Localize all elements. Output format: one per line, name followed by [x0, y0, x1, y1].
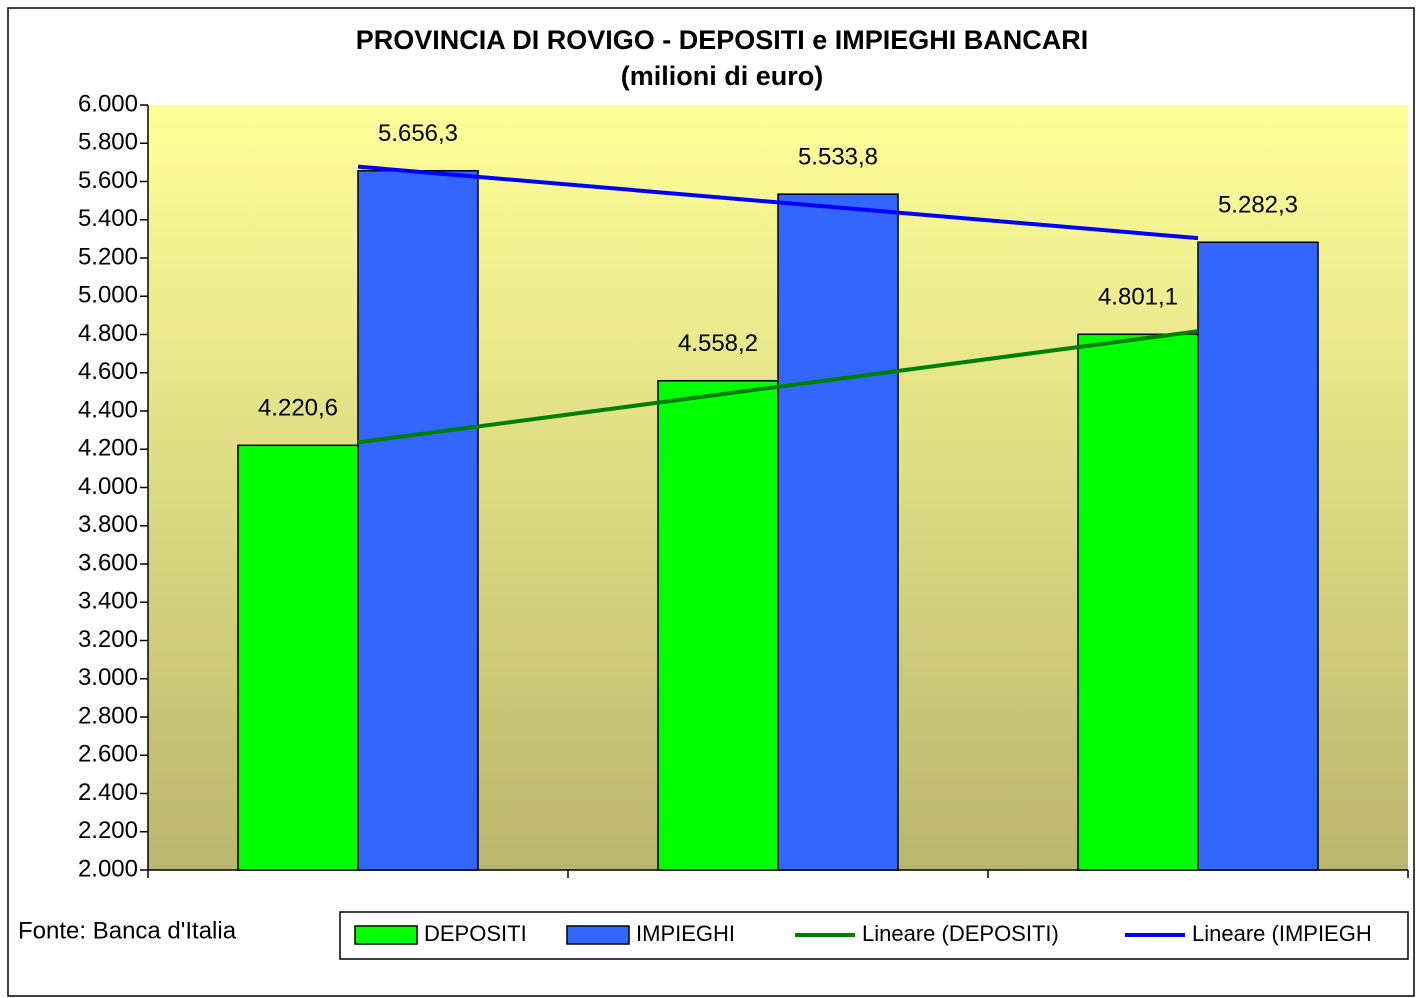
- chart-subtitle: (milioni di euro): [621, 61, 824, 91]
- bar: [357, 169, 479, 871]
- y-tick-label: 2.400: [78, 779, 138, 806]
- legend-swatch: [566, 925, 630, 945]
- y-tick-label: 3.800: [78, 511, 138, 538]
- value-label: 4.558,2: [678, 330, 758, 357]
- y-tick-label: 3.600: [78, 549, 138, 576]
- y-tick-label: 5.000: [78, 282, 138, 309]
- y-tick-label: 2.800: [78, 702, 138, 729]
- y-tick-label: 6.000: [78, 90, 138, 117]
- y-tick-label: 2.200: [78, 817, 138, 844]
- y-tick-label: 3.200: [78, 626, 138, 653]
- y-tick-label: 2.000: [78, 855, 138, 882]
- trend-line: [357, 329, 1199, 445]
- y-tick-label: 5.200: [78, 243, 138, 270]
- y-tick-label: 4.200: [78, 435, 138, 462]
- bar: [1197, 241, 1319, 871]
- chart-title: PROVINCIA DI ROVIGO - DEPOSITI e IMPIEGH…: [356, 25, 1089, 55]
- value-label: 4.220,6: [258, 395, 338, 422]
- y-tick-label: 4.000: [78, 473, 138, 500]
- plot: 2.000 2.200 2.400 2.600 2.800 3.000 3.200 3.400…: [78, 90, 1409, 882]
- y-tick-label: 4.600: [78, 358, 138, 385]
- y-tick-label: 4.400: [78, 396, 138, 423]
- legend-label: Lineare (IMPIEGH: [1192, 921, 1372, 946]
- bar: [1077, 333, 1199, 871]
- y-tick-label: 2.600: [78, 741, 138, 768]
- y-tick-label: 5.400: [78, 205, 138, 232]
- legend-box: [339, 911, 1409, 960]
- value-label: 5.282,3: [1218, 192, 1298, 219]
- bar: [237, 444, 359, 871]
- legend-label: DEPOSITI: [424, 921, 527, 946]
- value-label: 5.533,8: [798, 144, 878, 171]
- trend-line: [357, 164, 1199, 241]
- legend: DEPOSITI IMPIEGHI Lineare (DEPOSITI) Linear…: [339, 911, 1409, 960]
- value-label: 4.801,1: [1098, 284, 1178, 311]
- bar: [657, 379, 779, 871]
- y-tick-label: 3.400: [78, 588, 138, 615]
- y-tick-label: 5.800: [78, 129, 138, 156]
- y-tick-label: 4.800: [78, 320, 138, 347]
- source: Fonte: Banca d'Italia: [18, 917, 237, 944]
- value-label: 5.656,3: [378, 120, 458, 147]
- y-tick-label: 5.600: [78, 167, 138, 194]
- y-tick-label: 3.000: [78, 664, 138, 691]
- bar: [777, 193, 899, 871]
- legend-label: IMPIEGHI: [636, 921, 735, 946]
- legend-label: Lineare (DEPOSITI): [862, 921, 1059, 946]
- legend-swatch: [354, 925, 418, 945]
